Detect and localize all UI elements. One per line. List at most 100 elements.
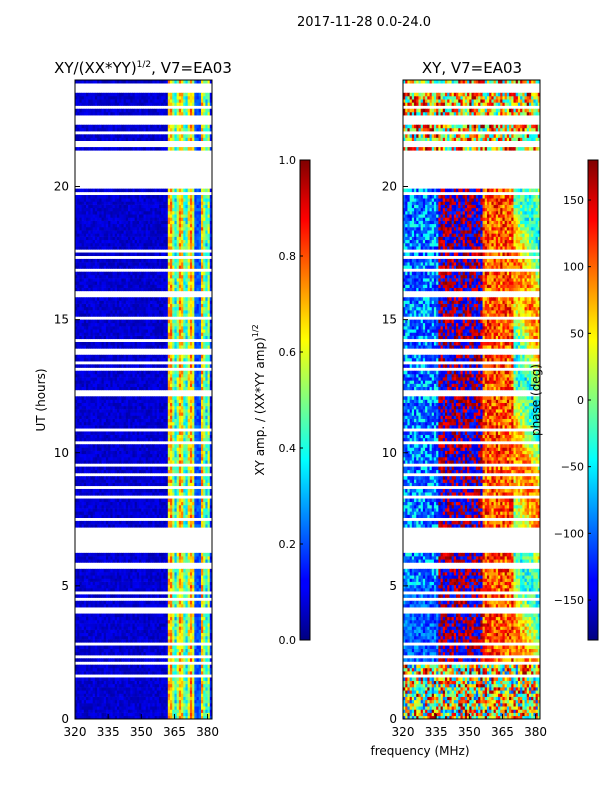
amplitude-cell	[200, 690, 204, 694]
amplitude-cell	[75, 690, 78, 694]
amplitude-cell	[207, 690, 211, 694]
amplitude-cell	[192, 696, 195, 701]
amplitude-cell	[88, 709, 91, 713]
amplitude-cell	[181, 699, 184, 704]
amplitude-cell	[156, 699, 160, 704]
amplitude-cell	[136, 706, 140, 710]
amplitude-cell	[77, 706, 80, 710]
amplitude-cell	[181, 709, 184, 713]
amplitude-cell	[183, 696, 186, 701]
amplitude-cell	[205, 706, 208, 710]
amplitude-cell	[125, 687, 129, 691]
amplitude-cell	[145, 683, 149, 688]
amplitude-cell	[196, 690, 200, 694]
amplitude-cell	[123, 712, 127, 717]
amplitude-cell	[167, 680, 171, 685]
amplitude-cell	[119, 690, 122, 694]
amplitude-cell	[141, 712, 144, 717]
amplitude-cell	[200, 706, 204, 710]
amplitude-cell	[130, 680, 133, 685]
amplitude-cell	[192, 693, 195, 697]
amplitude-cell	[207, 696, 211, 701]
amplitude-cell	[198, 683, 202, 688]
amplitude-cell	[196, 680, 200, 685]
amplitude-cell	[163, 706, 166, 710]
amplitude-cell	[194, 715, 197, 720]
amplitude-cell	[139, 693, 142, 697]
amplitude-cell	[108, 693, 111, 697]
amplitude-cell	[207, 706, 211, 710]
amplitude-cell	[154, 680, 158, 685]
amplitude-cell	[198, 709, 202, 713]
amplitude-cell	[178, 696, 182, 701]
amplitude-cell	[205, 683, 208, 688]
amplitude-cell	[167, 687, 171, 691]
amplitude-cell	[112, 690, 116, 694]
amplitude-cell	[75, 693, 78, 697]
amplitude-cell	[110, 712, 113, 717]
amplitude-cell	[183, 706, 186, 710]
amplitude-cell	[178, 715, 182, 720]
amplitude-cell	[103, 683, 107, 688]
amplitude-cell	[116, 683, 120, 688]
amplitude-cell	[90, 677, 94, 681]
amplitude-cell	[152, 706, 155, 710]
amplitude-cell	[165, 693, 169, 697]
amplitude-cell	[154, 715, 158, 720]
amplitude-cell	[176, 680, 180, 685]
amplitude-cell	[165, 683, 169, 688]
amplitude-cell	[145, 712, 149, 717]
amplitude-cell	[130, 693, 133, 697]
amplitude-cell	[181, 690, 184, 694]
amplitude-cell	[209, 703, 213, 707]
amplitude-cell	[170, 696, 173, 701]
amplitude-cell	[189, 683, 193, 688]
amplitude-cell	[209, 680, 213, 685]
amplitude-cell	[189, 680, 193, 685]
amplitude-cell	[145, 690, 149, 694]
amplitude-cell	[125, 715, 129, 720]
amplitude-cell	[200, 709, 204, 713]
amplitude-cell	[103, 703, 107, 707]
amplitude-cell	[81, 699, 85, 704]
amplitude-cell	[174, 687, 178, 691]
amplitude-cell	[125, 712, 129, 717]
amplitude-cell	[200, 683, 204, 688]
amplitude-cell	[194, 693, 197, 697]
amplitude-cell	[119, 687, 122, 691]
amplitude-cell	[172, 680, 175, 685]
amplitude-cell	[196, 706, 200, 710]
amplitude-cell	[94, 696, 98, 701]
amplitude-cell	[101, 687, 105, 691]
amplitude-cell	[114, 680, 118, 685]
amplitude-cell	[134, 703, 138, 707]
amplitude-cell	[90, 706, 94, 710]
amplitude-cell	[90, 712, 94, 717]
amplitude-cell	[200, 699, 204, 704]
amplitude-cell	[86, 696, 89, 701]
amplitude-cell	[119, 712, 122, 717]
amplitude-cell	[110, 696, 113, 701]
amplitude-cell	[103, 680, 107, 685]
amplitude-cell	[128, 703, 131, 707]
amplitude-cell	[105, 693, 109, 697]
amplitude-cell	[207, 699, 211, 704]
amplitude-cell	[97, 683, 100, 688]
amplitude-cell	[198, 680, 202, 685]
amplitude-cell	[86, 709, 89, 713]
amplitude-cell	[79, 683, 83, 688]
amplitude-cell	[181, 715, 184, 720]
amplitude-cell	[86, 687, 89, 691]
amplitude-cell	[108, 680, 111, 685]
amplitude-cell	[81, 703, 85, 707]
amplitude-cell	[165, 703, 169, 707]
amplitude-cell	[92, 680, 96, 685]
amplitude-cell	[161, 680, 164, 685]
amplitude-cell	[167, 690, 171, 694]
amplitude-cell	[172, 687, 175, 691]
amplitude-cell	[81, 683, 85, 688]
amplitude-cell	[139, 715, 142, 720]
amplitude-cell	[101, 683, 105, 688]
amplitude-cell	[94, 690, 98, 694]
amplitude-cell	[132, 683, 136, 688]
